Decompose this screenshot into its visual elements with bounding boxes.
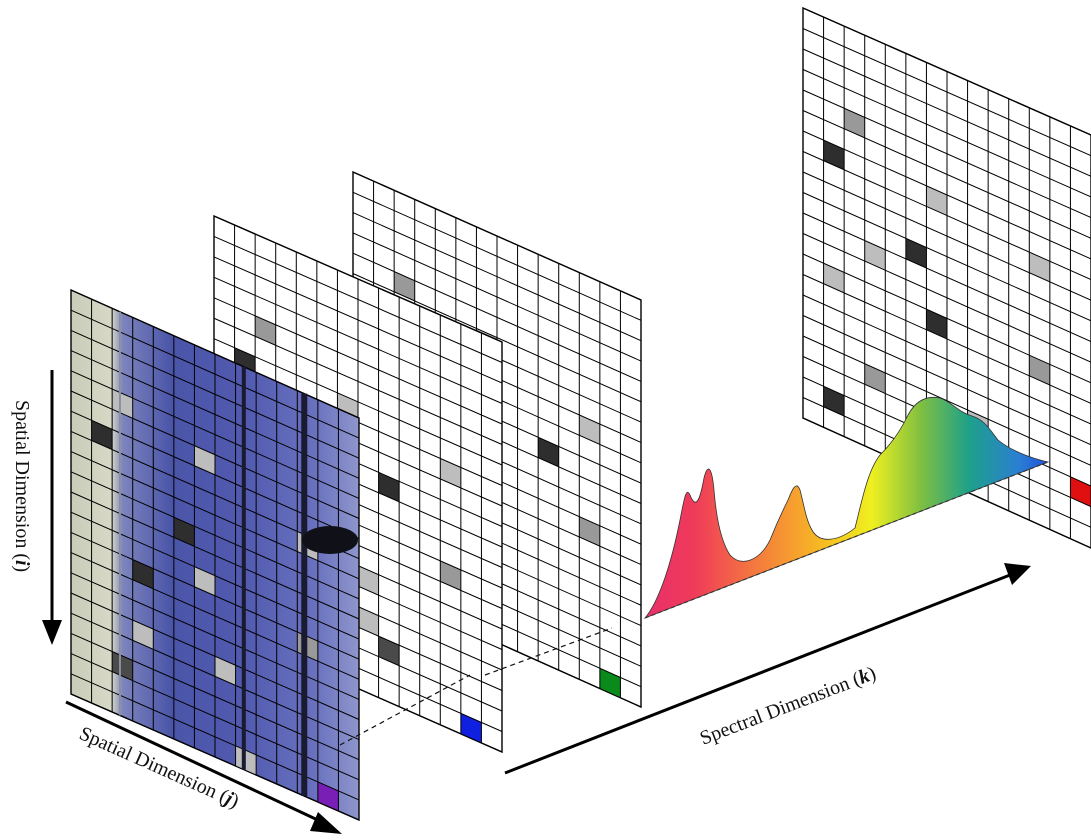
back-band-shaded-pixel	[1029, 252, 1050, 282]
back-band-grid-line	[802, 253, 1091, 384]
band-2-shaded-pixel	[378, 472, 400, 502]
spatial-image-layer	[70, 288, 360, 822]
band-2-shaded-pixel	[378, 636, 400, 666]
spatial-image-grid-line	[70, 289, 360, 419]
spectral-signature-curve	[643, 396, 1050, 619]
back-band-grid-line	[802, 48, 1091, 177]
pixel-connector-1	[339, 674, 471, 746]
spectral-k-arrow	[504, 563, 1031, 775]
band-3-grid-line	[352, 171, 642, 301]
spatial-i-label: Spatial Dimension (i)	[11, 400, 33, 572]
band-3-grid-line	[352, 252, 642, 382]
band-2-shaded-pixel	[460, 713, 482, 743]
band-2-grid-line	[213, 215, 503, 343]
back-band-grid-line	[802, 294, 1091, 425]
spectral-band-layer-back	[802, 6, 1091, 549]
band-2-shaded-pixel	[440, 560, 461, 591]
band-2-shaded-pixel	[358, 565, 379, 596]
back-band-grid-line	[802, 28, 1091, 157]
pixel-connector-2	[484, 627, 613, 676]
back-band-grid-line	[802, 315, 1091, 446]
spectral-signature	[643, 396, 1050, 619]
band-3-grid-line	[352, 191, 642, 321]
back-band-grid-line	[802, 69, 1091, 198]
back-band-grid-line	[802, 274, 1091, 404]
spatial-image-dark-region	[302, 526, 358, 554]
back-band-grid-line	[802, 233, 1091, 363]
back-band-grid-line	[802, 130, 1091, 260]
band-2-grid-line	[213, 297, 503, 425]
band-3-grid-line	[352, 273, 642, 403]
band-2-shaded-pixel	[255, 315, 276, 346]
band-2-grid-line	[213, 276, 503, 404]
back-band-grid-line	[802, 151, 1091, 281]
band-2-grid-line	[213, 256, 503, 384]
band-2-grid-line	[213, 235, 503, 363]
band-2-shaded-pixel	[440, 458, 461, 488]
spectral-k-label: Spectral Dimension (k)	[697, 662, 879, 749]
band-2-grid-line	[213, 317, 503, 445]
band-2-grid-line	[213, 338, 503, 466]
back-band-grid-line	[802, 89, 1091, 219]
back-band-grid-line	[802, 171, 1091, 301]
back-band-grid-line	[802, 110, 1091, 239]
back-band-grid-line	[802, 7, 1091, 136]
back-band-shaded-pixel	[823, 140, 845, 170]
band-3-grid-line	[352, 212, 642, 342]
band-2-shaded-pixel	[358, 606, 379, 637]
back-band-shaded-pixel	[926, 185, 947, 216]
back-band-grid-line	[802, 335, 1091, 466]
spatial-j-arrow	[65, 700, 342, 834]
back-band-grid-line	[802, 192, 1091, 322]
spatial-i-arrow	[42, 370, 62, 645]
band-3-grid-line	[352, 232, 642, 362]
back-band-grid-line	[802, 212, 1091, 342]
